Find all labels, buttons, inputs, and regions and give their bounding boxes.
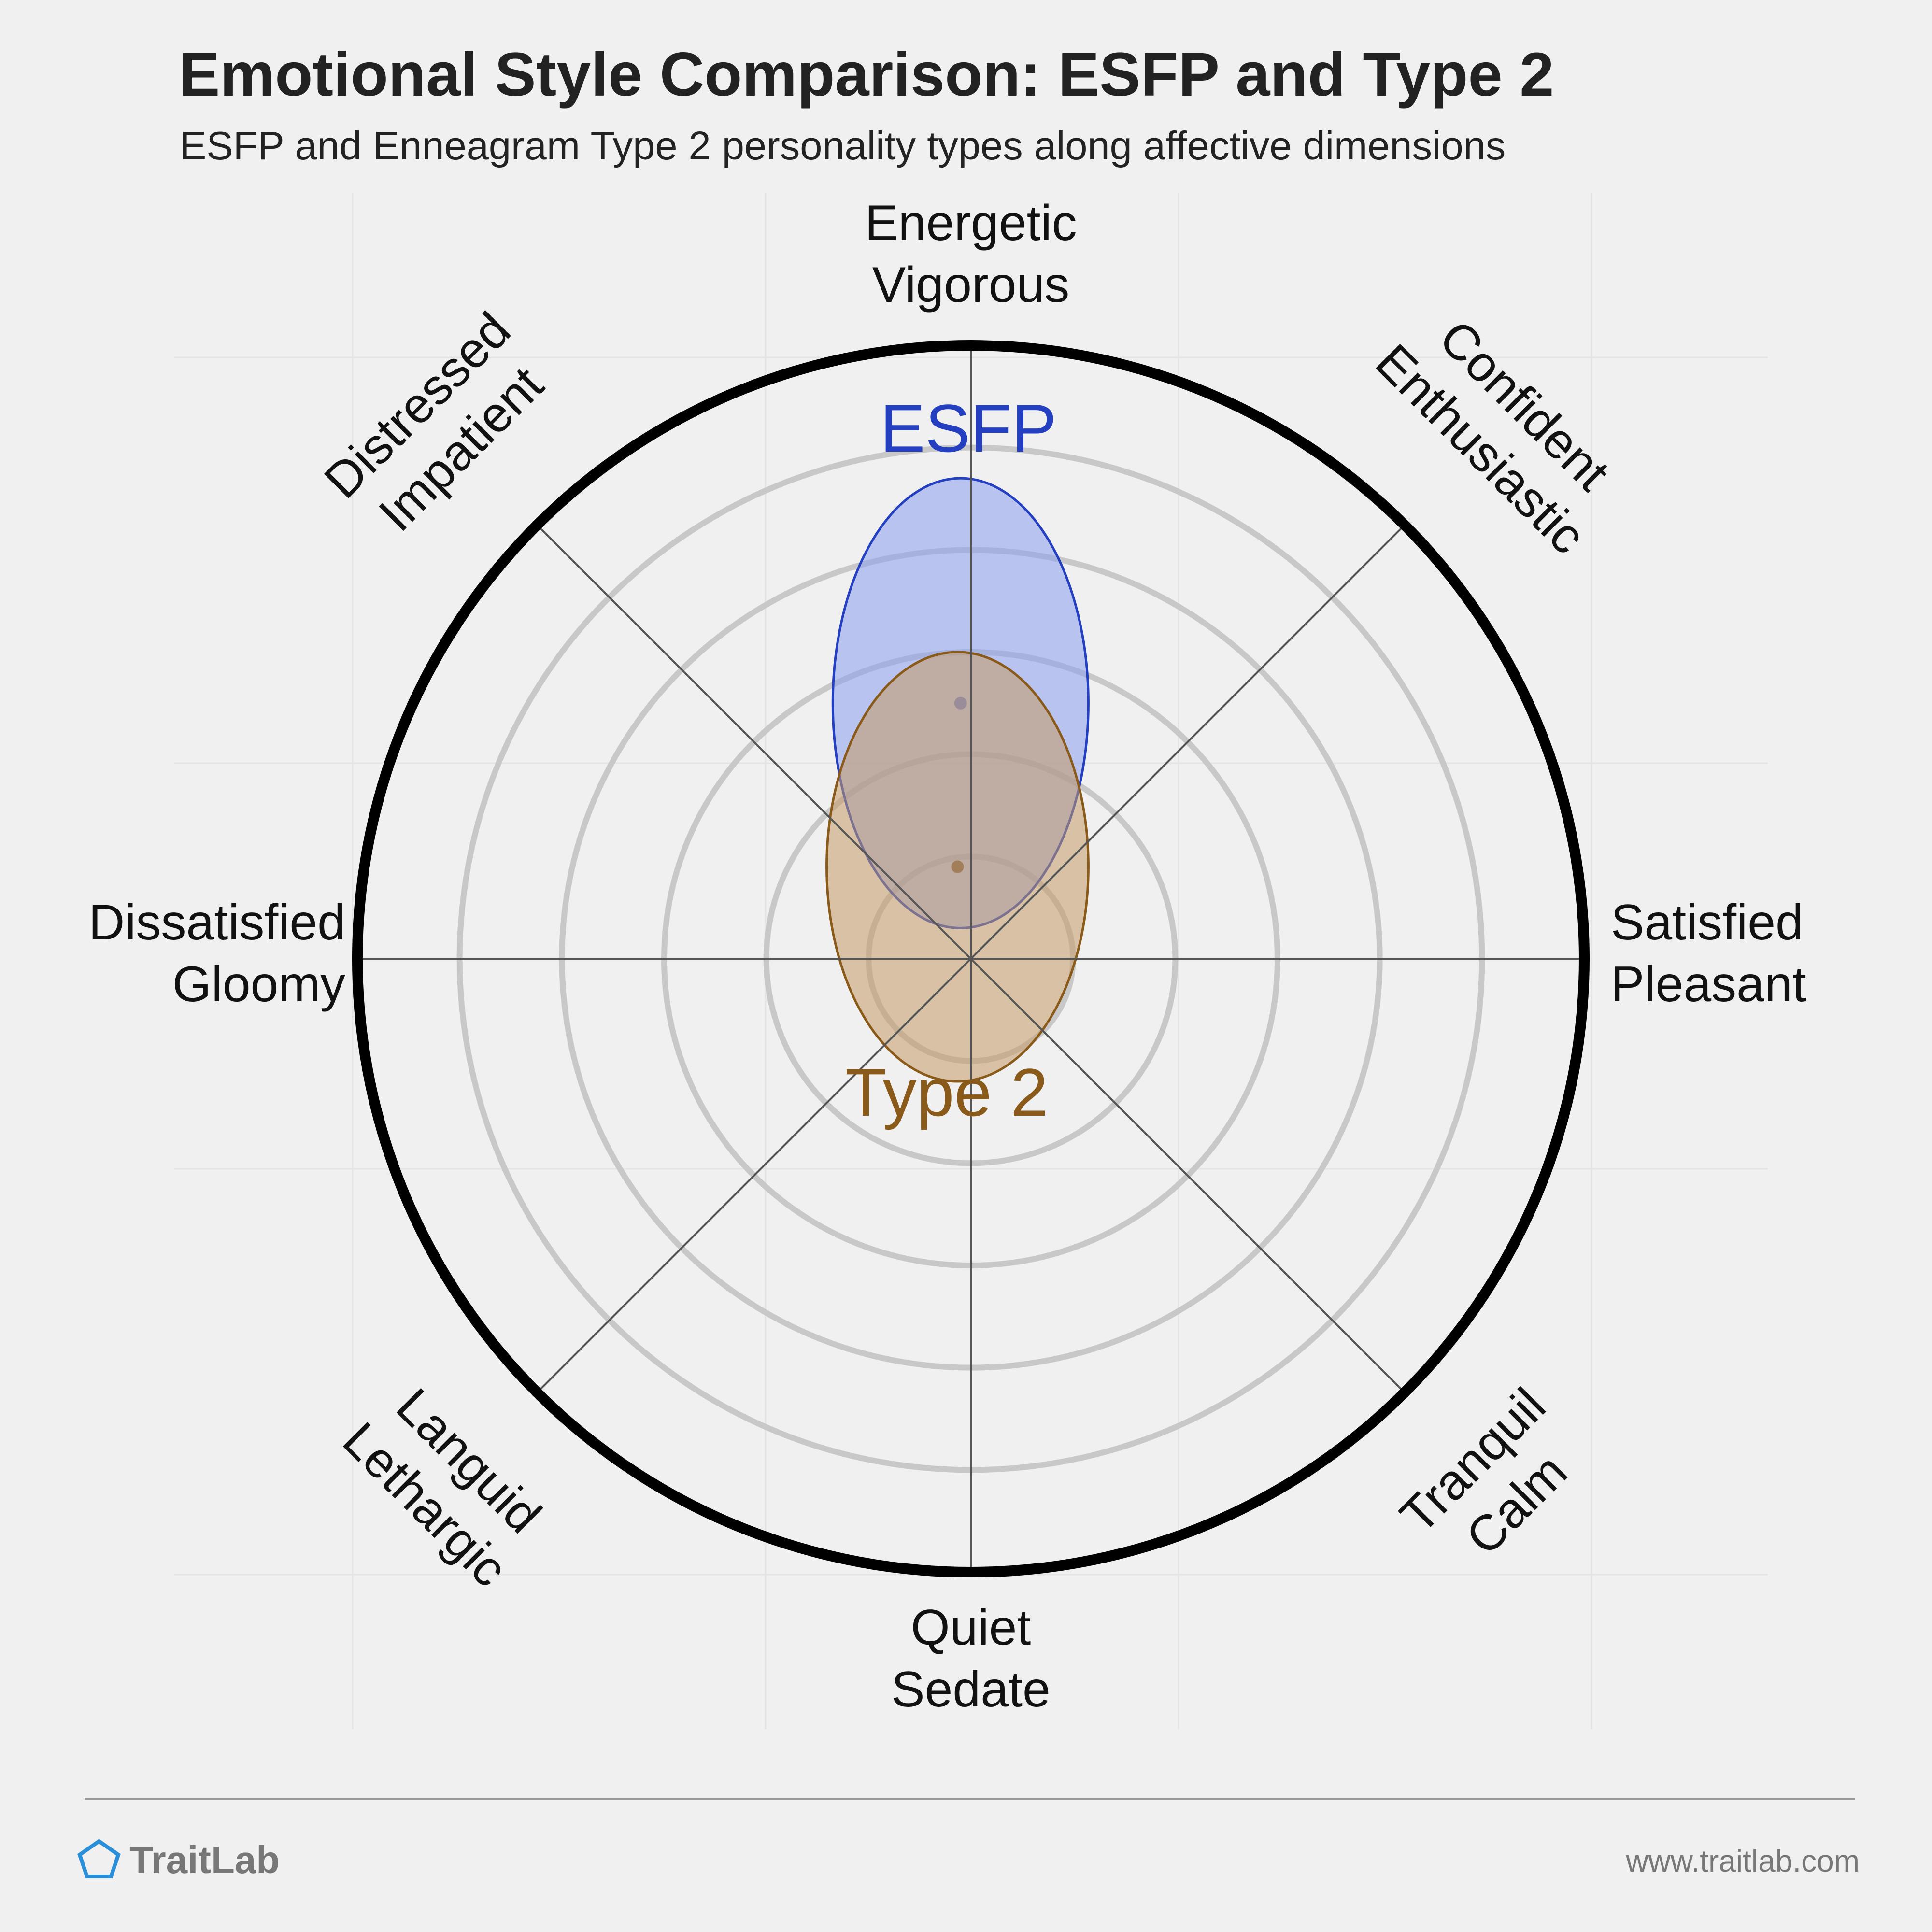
chart-title: Emotional Style Comparison: ESFP and Typ… bbox=[179, 40, 1554, 109]
axis-label-line: Quiet bbox=[911, 1600, 1031, 1656]
axis-label-7: DistressedImpatient bbox=[314, 302, 565, 553]
axis-label-line: Energetic bbox=[865, 195, 1077, 251]
outer-ring bbox=[352, 340, 1590, 1577]
axis-spoke-5 bbox=[536, 958, 972, 1393]
axis-label-3: TranquilCalm bbox=[1390, 1378, 1600, 1588]
axis-label-5: LanguidLethargic bbox=[332, 1368, 562, 1597]
axis-label-line: Pleasant bbox=[1611, 956, 1806, 1012]
series-label-1: Type 2 bbox=[845, 1054, 1048, 1130]
site-url[interactable]: www.traitlab.com bbox=[1625, 1844, 1860, 1878]
axis-label-line: Dissatisfied bbox=[88, 895, 345, 951]
axis-label-line: Gloomy bbox=[172, 956, 345, 1012]
axis-spoke-3 bbox=[970, 958, 1406, 1393]
chart-subtitle: ESFP and Enneagram Type 2 personality ty… bbox=[180, 123, 1506, 168]
axis-label-6: Dissatisfied Gloomy bbox=[88, 895, 345, 1012]
axis-label-line: Satisfied bbox=[1611, 895, 1804, 951]
axis-label-2: Satisfied Pleasant bbox=[1611, 895, 1806, 1012]
axis-spoke-1 bbox=[970, 524, 1406, 960]
axis-label-4: Quiet Sedate bbox=[891, 1600, 1051, 1718]
series-labels: ESFP Type 2 bbox=[845, 390, 1057, 1130]
pentagon-icon bbox=[77, 1839, 121, 1878]
series-ellipses bbox=[825, 477, 1090, 1083]
axis-spokes bbox=[357, 345, 1584, 1572]
brand-name[interactable]: TraitLab bbox=[129, 1838, 280, 1881]
axis-label-line: Vigorous bbox=[872, 257, 1070, 313]
axis-label-line: Sedate bbox=[891, 1662, 1051, 1718]
series-label-0: ESFP bbox=[880, 390, 1057, 466]
outer-ring-circle bbox=[352, 340, 1590, 1577]
axis-spoke-7 bbox=[536, 524, 972, 960]
series-centroid-1 bbox=[951, 860, 964, 873]
axis-label-0: Energetic Vigorous bbox=[865, 195, 1077, 313]
